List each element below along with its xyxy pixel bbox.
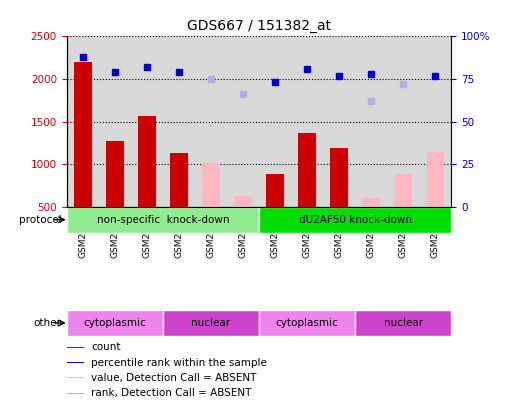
Bar — [291, 36, 323, 207]
Bar — [202, 163, 220, 207]
Bar — [259, 310, 355, 336]
Bar — [67, 377, 84, 378]
Text: cytoplasmic: cytoplasmic — [84, 318, 146, 328]
Text: other: other — [34, 318, 62, 328]
Bar — [67, 207, 259, 233]
Text: dU2AF50 knock-down: dU2AF50 knock-down — [299, 215, 412, 225]
Bar — [67, 310, 163, 336]
Bar — [163, 36, 195, 207]
Bar — [299, 133, 316, 207]
Bar — [363, 198, 380, 207]
Bar — [259, 207, 451, 233]
Bar — [323, 36, 355, 207]
Bar — [394, 174, 412, 207]
Bar — [259, 36, 291, 207]
Bar — [138, 115, 155, 207]
Bar — [67, 362, 84, 363]
Bar — [163, 310, 259, 336]
Title: GDS667 / 151382_at: GDS667 / 151382_at — [187, 19, 331, 33]
Bar — [266, 174, 284, 207]
Bar — [98, 36, 131, 207]
Bar — [67, 36, 98, 207]
Bar — [234, 196, 252, 207]
Bar — [355, 310, 451, 336]
Text: cytoplasmic: cytoplasmic — [276, 318, 339, 328]
Text: value, Detection Call = ABSENT: value, Detection Call = ABSENT — [91, 373, 256, 383]
Text: count: count — [91, 343, 121, 352]
Bar — [67, 392, 84, 394]
Bar — [106, 141, 124, 207]
Bar — [330, 148, 348, 207]
Text: percentile rank within the sample: percentile rank within the sample — [91, 358, 267, 368]
Text: nuclear: nuclear — [384, 318, 423, 328]
Bar — [227, 36, 259, 207]
Bar — [420, 36, 451, 207]
Bar — [131, 36, 163, 207]
Bar — [67, 347, 84, 348]
Bar — [74, 62, 91, 207]
Text: non-specific  knock-down: non-specific knock-down — [96, 215, 229, 225]
Bar — [170, 153, 188, 207]
Text: rank, Detection Call = ABSENT: rank, Detection Call = ABSENT — [91, 388, 252, 398]
Text: nuclear: nuclear — [191, 318, 230, 328]
Text: protocol: protocol — [19, 215, 62, 225]
Bar — [387, 36, 420, 207]
Bar — [195, 36, 227, 207]
Bar — [427, 152, 444, 207]
Bar — [355, 36, 387, 207]
